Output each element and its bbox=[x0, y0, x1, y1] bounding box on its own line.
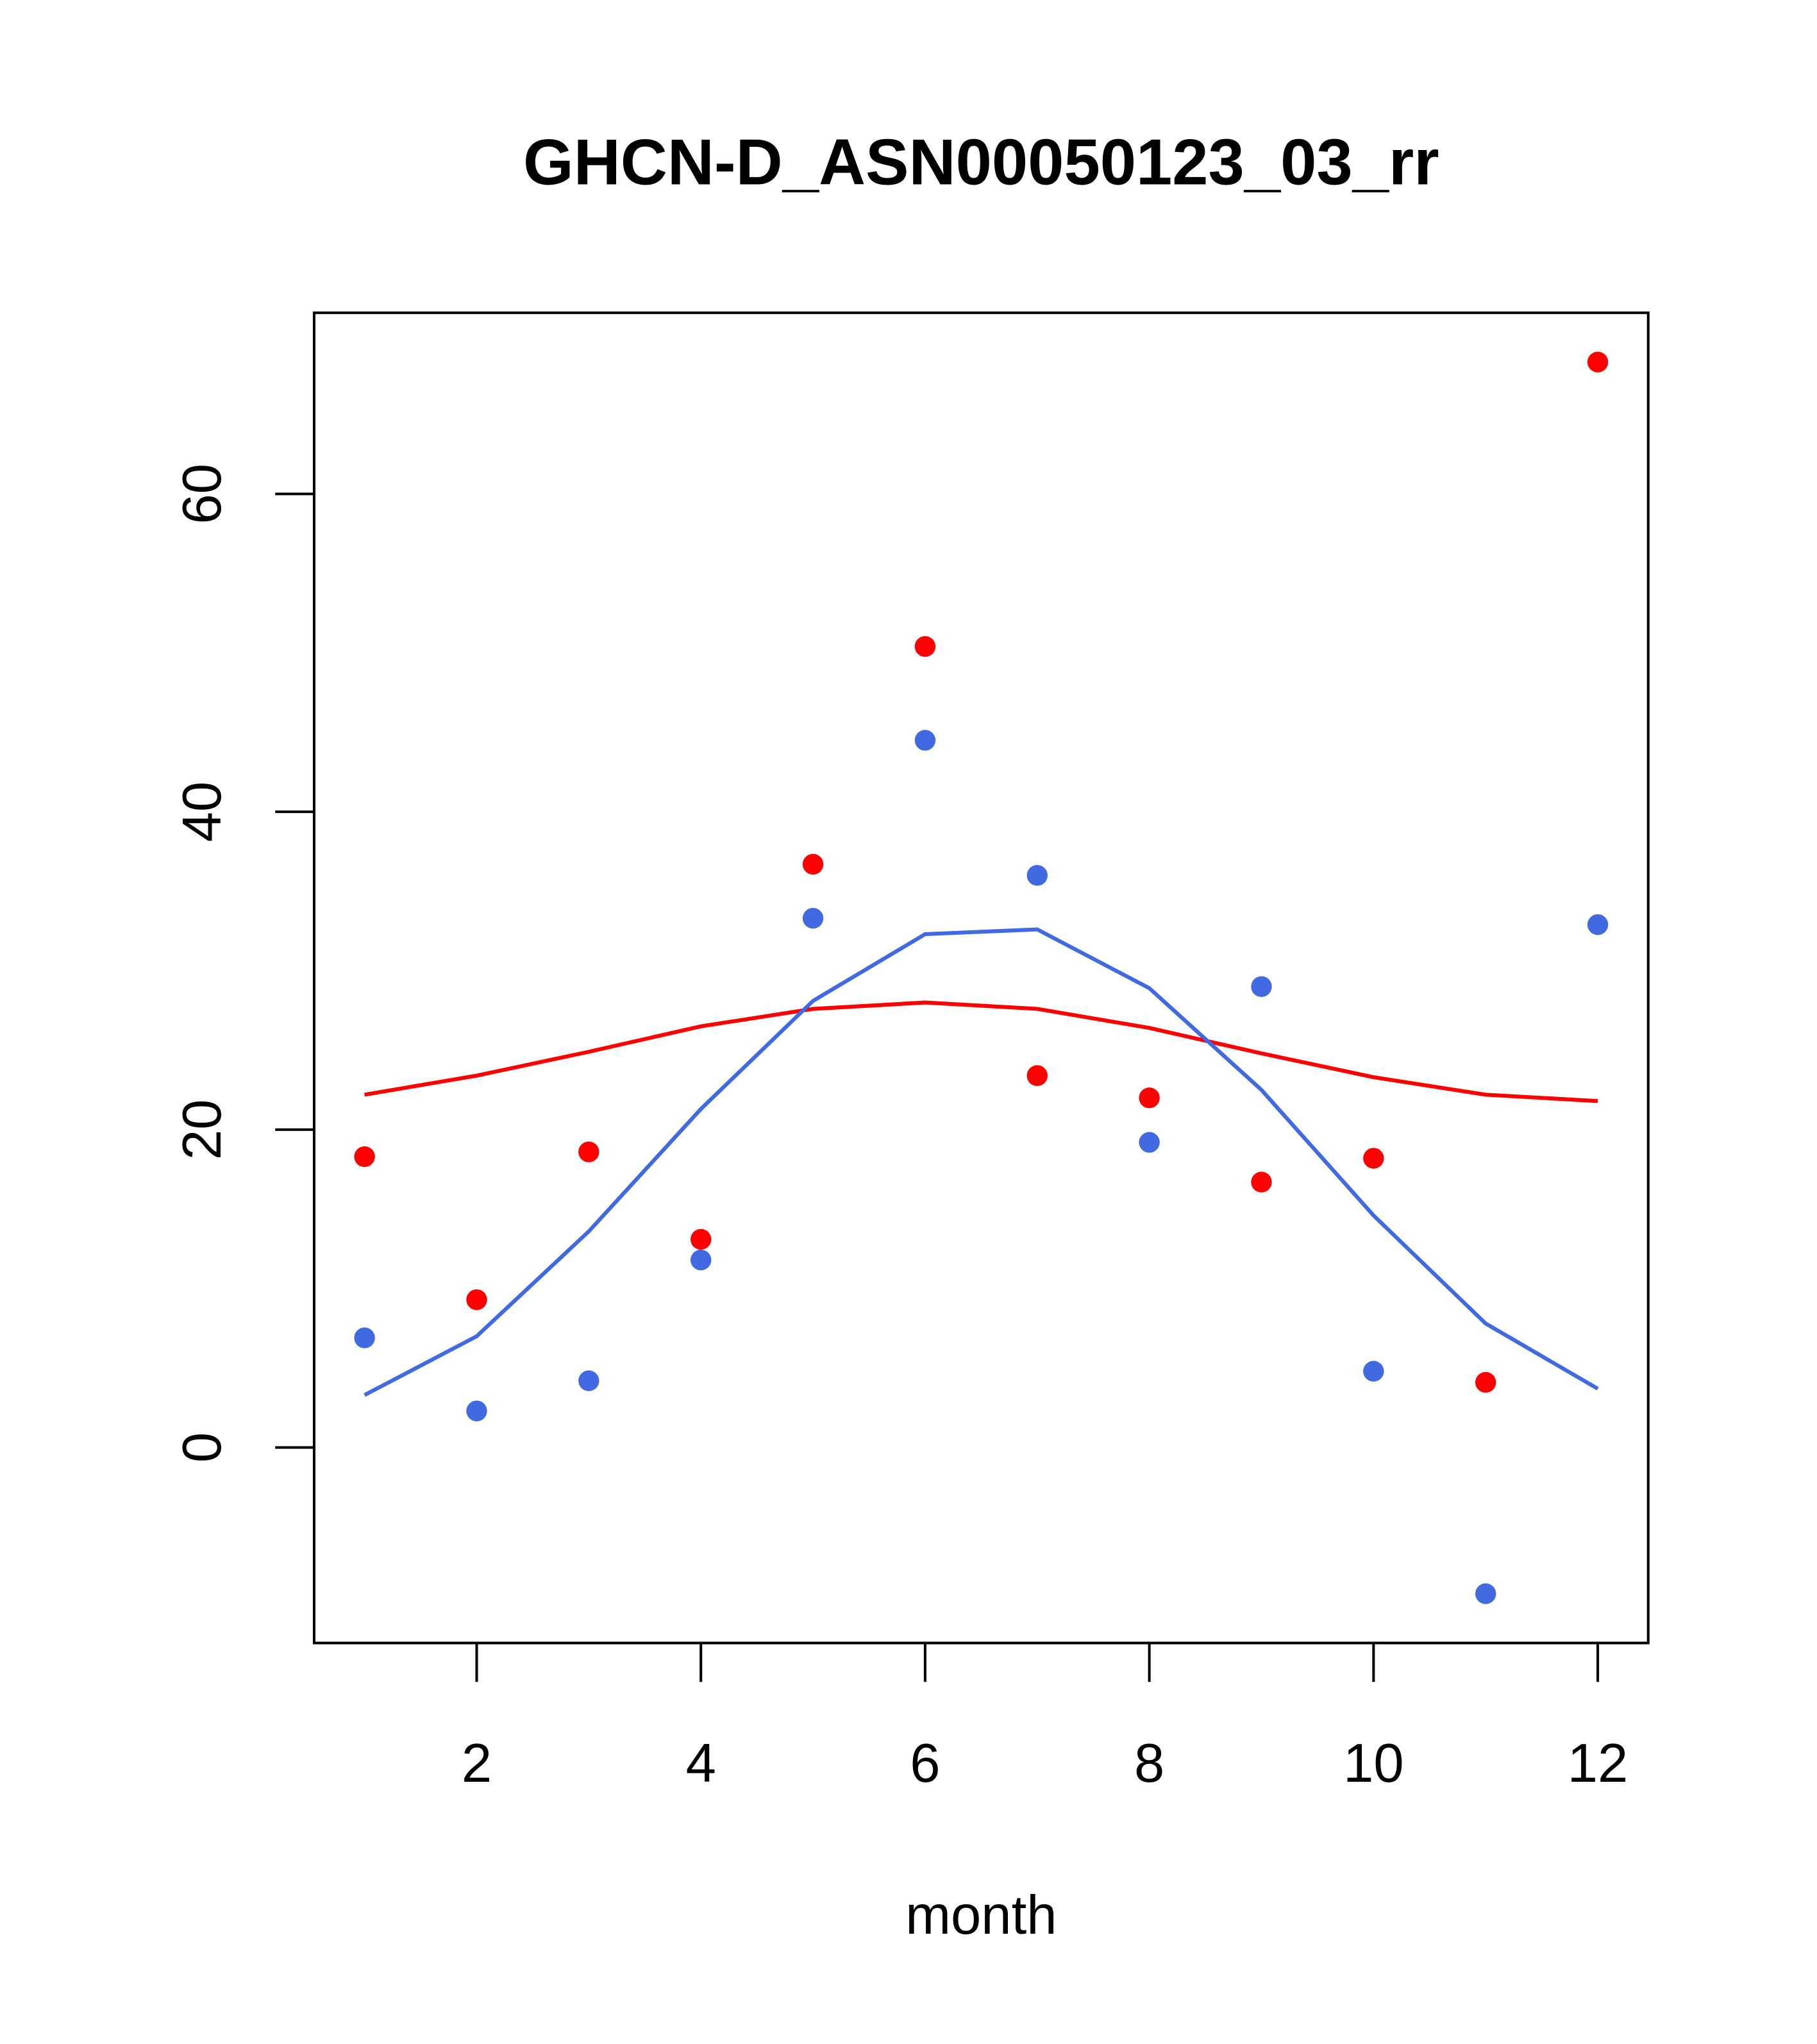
blue-point bbox=[466, 1400, 487, 1421]
y-tick-label: 20 bbox=[172, 1100, 233, 1160]
red-point bbox=[1139, 1087, 1160, 1109]
blue-point bbox=[802, 908, 824, 929]
red-line bbox=[364, 1000, 1598, 1103]
y-tick-label: 60 bbox=[172, 464, 233, 524]
blue-point bbox=[691, 1249, 712, 1271]
x-tick-label: 6 bbox=[910, 1733, 940, 1794]
blue-point bbox=[1475, 1583, 1496, 1604]
blue-point bbox=[1587, 914, 1609, 935]
blue-point bbox=[578, 1370, 599, 1391]
blue-point bbox=[1139, 1132, 1160, 1153]
red-point bbox=[354, 1146, 375, 1168]
blue-point bbox=[914, 730, 936, 751]
red-point bbox=[1587, 351, 1609, 373]
x-tick-label: 12 bbox=[1568, 1733, 1629, 1794]
red-point bbox=[1026, 1065, 1048, 1086]
red-point bbox=[1251, 1171, 1272, 1193]
red-point bbox=[802, 853, 824, 875]
x-tick-label: 8 bbox=[1134, 1733, 1164, 1794]
y-tick-label: 0 bbox=[172, 1432, 233, 1462]
red-point bbox=[1475, 1371, 1496, 1393]
red-point bbox=[914, 636, 936, 657]
chart-title: GHCN-D_ASN00050123_03_rr bbox=[523, 126, 1439, 198]
blue-point bbox=[1363, 1361, 1384, 1382]
blue-point bbox=[1251, 976, 1272, 998]
x-tick-label: 2 bbox=[462, 1733, 492, 1794]
red-point bbox=[1363, 1148, 1384, 1169]
x-axis-label: month bbox=[905, 1885, 1057, 1946]
x-tick-label: 10 bbox=[1343, 1733, 1404, 1794]
blue-point bbox=[1026, 865, 1048, 886]
red-point bbox=[466, 1289, 487, 1311]
x-tick-label: 4 bbox=[686, 1733, 716, 1794]
blue-line bbox=[364, 927, 1599, 1397]
red-point bbox=[578, 1141, 599, 1162]
red-point bbox=[691, 1228, 712, 1250]
y-tick-label: 40 bbox=[172, 782, 233, 842]
plot-frame bbox=[312, 311, 1650, 1645]
blue-point bbox=[354, 1327, 375, 1348]
